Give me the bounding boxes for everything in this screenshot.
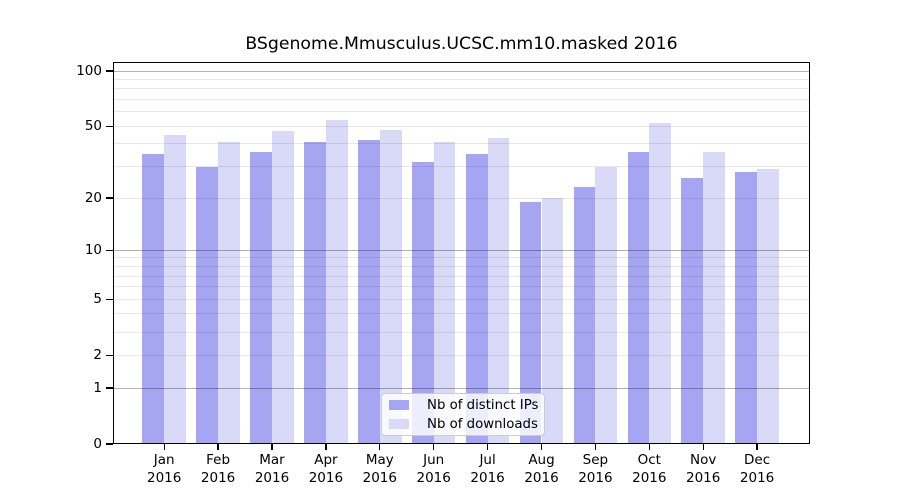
gridline-minor-5 — [113, 298, 810, 300]
y-tick-20 — [106, 197, 113, 199]
bar-distinct-ips-apr — [304, 142, 326, 444]
y-tick-label-2: 2 — [93, 347, 102, 364]
gridline-minor-80 — [113, 88, 810, 90]
x-tick-sep — [594, 444, 597, 450]
x-tick-apr — [325, 444, 327, 450]
bar-downloads-jun — [433, 142, 456, 444]
bar-downloads-dec — [757, 169, 779, 444]
gridline-minor-8 — [113, 266, 810, 267]
legend-item-distinct-ips: Nb of distinct IPs — [389, 398, 544, 413]
chart-title: BSgenome.Mmusculus.UCSC.mm10.masked 2016 — [245, 34, 678, 54]
x-tick-label-apr: Apr 2016 — [308, 452, 344, 486]
y-tick-label-50: 50 — [84, 118, 102, 135]
y-tick-1 — [106, 387, 113, 389]
bar-downloads-mar — [272, 131, 294, 444]
bar-downloads-sep — [595, 166, 618, 444]
bar-distinct-ips-mar — [250, 152, 272, 444]
bar-distinct-ips-jul — [465, 154, 488, 444]
x-tick-nov — [702, 444, 704, 450]
bar-distinct-ips-oct — [627, 152, 650, 444]
y-tick-label-100: 100 — [76, 63, 102, 80]
bar-distinct-ips-feb — [196, 166, 219, 444]
gridline-minor-70 — [113, 99, 810, 101]
bar-distinct-ips-sep — [573, 187, 596, 444]
bar-distinct-ips-aug — [519, 201, 542, 444]
gridline-minor-90 — [113, 79, 810, 80]
bar-downloads-nov — [703, 152, 725, 444]
legend-label-downloads: Nb of downloads — [427, 416, 538, 432]
y-tick-label-1: 1 — [93, 380, 102, 396]
legend-swatch-downloads — [389, 419, 409, 429]
y-tick-5 — [106, 298, 113, 300]
x-tick-label-aug: Aug 2016 — [524, 452, 559, 486]
y-tick-50 — [106, 125, 113, 127]
legend-swatch-distinct-ips — [389, 400, 409, 410]
x-tick-label-dec: Dec 2016 — [739, 452, 775, 486]
bar-downloads-apr — [325, 120, 348, 444]
gridline-minor-3 — [113, 331, 810, 333]
bar-downloads-jan — [164, 134, 186, 444]
y-tick-2 — [106, 354, 113, 356]
y-tick-label-20: 20 — [84, 190, 102, 206]
gridline-minor-30 — [113, 166, 810, 167]
gridline-minor-50 — [113, 125, 810, 127]
y-tick-label-5: 5 — [93, 291, 102, 308]
bar-downloads-feb — [218, 142, 240, 444]
gridline-major-100 — [113, 70, 810, 72]
gridline-minor-6 — [113, 286, 810, 288]
y-tick-label-0: 0 — [93, 436, 102, 452]
x-tick-jul — [486, 444, 489, 450]
gridline-minor-4 — [113, 313, 810, 315]
bar-distinct-ips-jan — [142, 154, 165, 444]
gridline-minor-60 — [113, 111, 810, 113]
gridline-minor-40 — [113, 143, 810, 145]
x-tick-label-mar: Mar 2016 — [254, 452, 290, 486]
x-tick-label-oct: Oct 2016 — [632, 452, 667, 486]
gridline-minor-7 — [113, 275, 810, 277]
x-tick-oct — [648, 444, 650, 450]
legend-label-distinct-ips: Nb of distinct IPs — [427, 397, 539, 413]
x-tick-jun — [433, 444, 435, 450]
y-tick-label-10: 10 — [84, 242, 102, 259]
x-tick-jan — [163, 444, 165, 450]
y-tick-10 — [106, 249, 113, 251]
bar-distinct-ips-nov — [681, 177, 704, 444]
bar-downloads-may — [379, 129, 402, 444]
legend: Nb of distinct IPs Nb of downloads — [381, 393, 545, 436]
x-tick-label-feb: Feb 2016 — [200, 452, 236, 486]
x-tick-may — [379, 444, 381, 450]
x-tick-aug — [540, 444, 543, 450]
plot-area — [113, 62, 810, 444]
x-tick-label-sep: Sep 2016 — [578, 452, 613, 486]
bar-distinct-ips-dec — [735, 171, 758, 444]
x-tick-label-nov: Nov 2016 — [686, 452, 721, 486]
x-tick-label-jun: Jun 2016 — [416, 452, 451, 486]
x-tick-dec — [756, 444, 758, 450]
gridline-minor-2 — [113, 354, 810, 356]
x-tick-label-jul: Jul 2016 — [470, 452, 505, 486]
bar-distinct-ips-may — [358, 140, 380, 444]
x-tick-mar — [271, 444, 273, 450]
bar-downloads-aug — [541, 198, 564, 444]
gridline-major-10 — [113, 249, 810, 251]
gridline-major-1 — [113, 387, 810, 389]
x-tick-feb — [217, 444, 219, 450]
x-tick-label-jan: Jan 2016 — [147, 452, 182, 486]
bar-downloads-oct — [649, 123, 672, 444]
y-tick-100 — [106, 70, 113, 72]
gridline-minor-20 — [113, 197, 810, 199]
y-tick-0 — [106, 443, 113, 445]
gridline-minor-9 — [113, 257, 810, 259]
bar-distinct-ips-jun — [411, 161, 434, 444]
bar-downloads-jul — [487, 138, 510, 444]
legend-item-downloads: Nb of downloads — [389, 417, 544, 432]
x-tick-label-may: May 2016 — [362, 452, 397, 486]
